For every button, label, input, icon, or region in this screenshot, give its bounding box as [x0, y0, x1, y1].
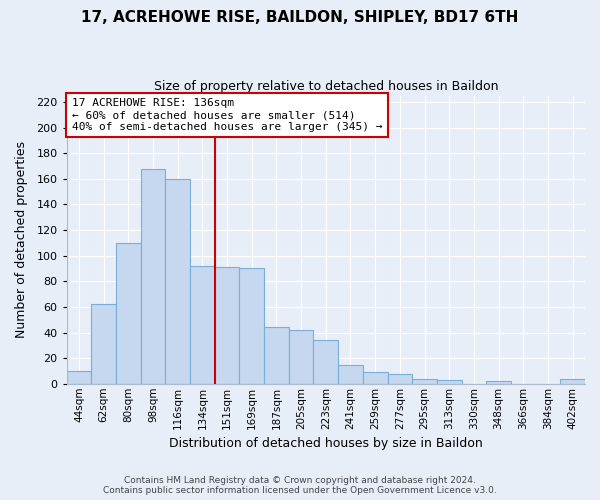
Bar: [140, 168, 166, 384]
Bar: [560, 378, 585, 384]
Bar: [239, 268, 264, 384]
Bar: [91, 304, 116, 384]
Bar: [363, 372, 388, 384]
Bar: [412, 378, 437, 384]
Bar: [166, 179, 190, 384]
Title: Size of property relative to detached houses in Baildon: Size of property relative to detached ho…: [154, 80, 498, 93]
Text: 17, ACREHOWE RISE, BAILDON, SHIPLEY, BD17 6TH: 17, ACREHOWE RISE, BAILDON, SHIPLEY, BD1…: [82, 10, 518, 25]
Text: 17 ACREHOWE RISE: 136sqm
← 60% of detached houses are smaller (514)
40% of semi-: 17 ACREHOWE RISE: 136sqm ← 60% of detach…: [72, 98, 382, 132]
Bar: [264, 328, 289, 384]
Bar: [215, 267, 239, 384]
Y-axis label: Number of detached properties: Number of detached properties: [15, 141, 28, 338]
Bar: [289, 330, 313, 384]
Text: Contains HM Land Registry data © Crown copyright and database right 2024.
Contai: Contains HM Land Registry data © Crown c…: [103, 476, 497, 495]
Bar: [437, 380, 461, 384]
X-axis label: Distribution of detached houses by size in Baildon: Distribution of detached houses by size …: [169, 437, 482, 450]
Bar: [190, 266, 215, 384]
Bar: [116, 243, 140, 384]
Bar: [313, 340, 338, 384]
Bar: [338, 364, 363, 384]
Bar: [486, 381, 511, 384]
Bar: [67, 371, 91, 384]
Bar: [388, 374, 412, 384]
